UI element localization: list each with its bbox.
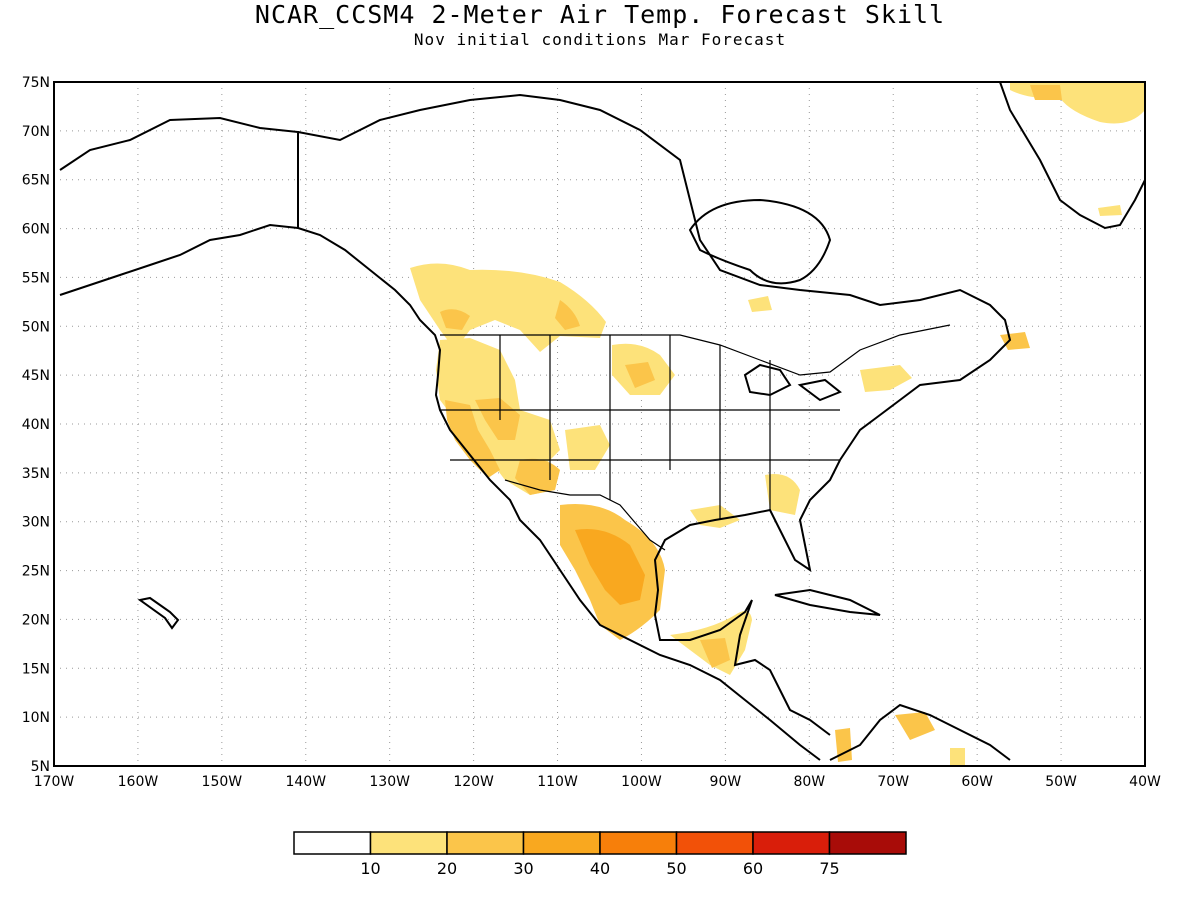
longitude-axis: 170W 160W 150W 140W 130W 120W 110W 100W 90W 80W 70… xyxy=(34,774,1161,790)
lon-tick-label: 120W xyxy=(453,774,494,790)
latitude-axis: 75N 70N 65N 60N 55N 50N 45N 40N 35N 30N 25N 20N 15N 1… xyxy=(22,75,50,775)
skill-area-greenland-core xyxy=(1030,85,1062,100)
greenland-coast xyxy=(999,81,1146,230)
colorbar-label: 75 xyxy=(819,859,839,878)
skill-area-central-america-core xyxy=(700,638,730,668)
lat-tick-label: 10N xyxy=(22,710,50,726)
colorbar-swatch xyxy=(599,831,678,855)
alaska-coast xyxy=(59,116,821,761)
skill-area-venezuela xyxy=(895,712,935,740)
lat-tick-label: 45N xyxy=(22,368,50,384)
skill-area-new-england xyxy=(860,365,912,392)
lat-tick-label: 70N xyxy=(22,124,50,140)
colorbar-swatch xyxy=(752,831,831,855)
skill-area-new-mexico xyxy=(565,425,610,470)
lon-tick-label: 40W xyxy=(1129,774,1161,790)
skill-area-greenland-south xyxy=(1098,205,1122,216)
lon-tick-label: 50W xyxy=(1045,774,1077,790)
skill-area-western-canada xyxy=(410,263,606,352)
alaska-south-coast xyxy=(59,223,299,296)
skill-area-saskatchewan xyxy=(555,300,580,330)
skill-area-california xyxy=(445,400,500,478)
us-mexico-border xyxy=(504,479,666,551)
colorbar-label: 60 xyxy=(743,859,763,878)
skill-area-mexico-core xyxy=(575,529,645,605)
lat-tick-label: 60N xyxy=(22,222,50,238)
lon-tick-label: 90W xyxy=(710,774,742,790)
map-title: NCAR_CCSM4 2-Meter Air Temp. Forecast Sk… xyxy=(254,0,946,29)
skill-area-labrador xyxy=(748,296,772,312)
cuba xyxy=(774,588,881,616)
skill-area-nevada xyxy=(475,398,520,440)
colorbar-swatch xyxy=(293,831,372,855)
lat-tick-label: 35N xyxy=(22,466,50,482)
coastlines xyxy=(59,81,1146,761)
lat-tick-label: 5N xyxy=(31,759,50,775)
skill-area-guyana xyxy=(950,748,965,765)
south-america-coast xyxy=(829,703,1011,761)
colorbar-label: 10 xyxy=(360,859,380,878)
lon-tick-label: 130W xyxy=(369,774,410,790)
colorbar-label: 40 xyxy=(590,859,610,878)
lat-tick-label: 25N xyxy=(22,564,50,580)
skill-area-colombia xyxy=(835,728,852,762)
skill-area-southeast xyxy=(765,474,800,515)
lat-tick-label: 55N xyxy=(22,270,50,286)
lon-tick-label: 110W xyxy=(537,774,578,790)
lon-tick-label: 170W xyxy=(34,774,75,790)
lon-tick-label: 70W xyxy=(877,774,909,790)
lon-tick-label: 150W xyxy=(202,774,243,790)
hawaii xyxy=(137,596,180,630)
colorbar-label: 50 xyxy=(666,859,686,878)
great-lakes xyxy=(743,363,842,402)
map-subtitle: Nov initial conditions Mar Forecast xyxy=(413,30,787,49)
colorbar-label: 30 xyxy=(513,859,533,878)
colorbar-swatch xyxy=(675,831,754,855)
colorbar-swatch xyxy=(522,831,601,855)
lat-tick-label: 30N xyxy=(22,515,50,531)
map-area xyxy=(54,82,1145,766)
skill-area-dakotas-core xyxy=(625,362,655,388)
lon-tick-label: 80W xyxy=(793,774,825,790)
colorbar-swatch xyxy=(369,831,448,855)
us-canada-border xyxy=(440,324,951,376)
colorbar: 10 20 30 40 50 60 75 xyxy=(293,831,907,878)
lat-tick-label: 15N xyxy=(22,661,50,677)
hudson-bay xyxy=(688,198,832,285)
lon-tick-label: 160W xyxy=(118,774,159,790)
colorbar-label: 20 xyxy=(437,859,457,878)
lon-tick-label: 140W xyxy=(285,774,326,790)
lat-tick-label: 65N xyxy=(22,173,50,189)
lat-tick-label: 40N xyxy=(22,417,50,433)
state-lines xyxy=(440,335,840,520)
lon-tick-label: 100W xyxy=(621,774,662,790)
colorbar-swatch xyxy=(828,831,907,855)
colorbar-swatch xyxy=(446,831,525,855)
lat-tick-label: 75N xyxy=(22,75,50,91)
skill-shading xyxy=(410,82,1145,765)
lat-tick-label: 50N xyxy=(22,319,50,335)
skill-area-maritimes xyxy=(1000,332,1030,350)
skill-area-western-canada-core xyxy=(440,309,470,330)
lat-tick-label: 20N xyxy=(22,612,50,628)
political-boundaries xyxy=(440,324,951,551)
arctic-coast xyxy=(297,93,1012,736)
lon-tick-label: 60W xyxy=(961,774,993,790)
map-frame xyxy=(53,81,1146,767)
